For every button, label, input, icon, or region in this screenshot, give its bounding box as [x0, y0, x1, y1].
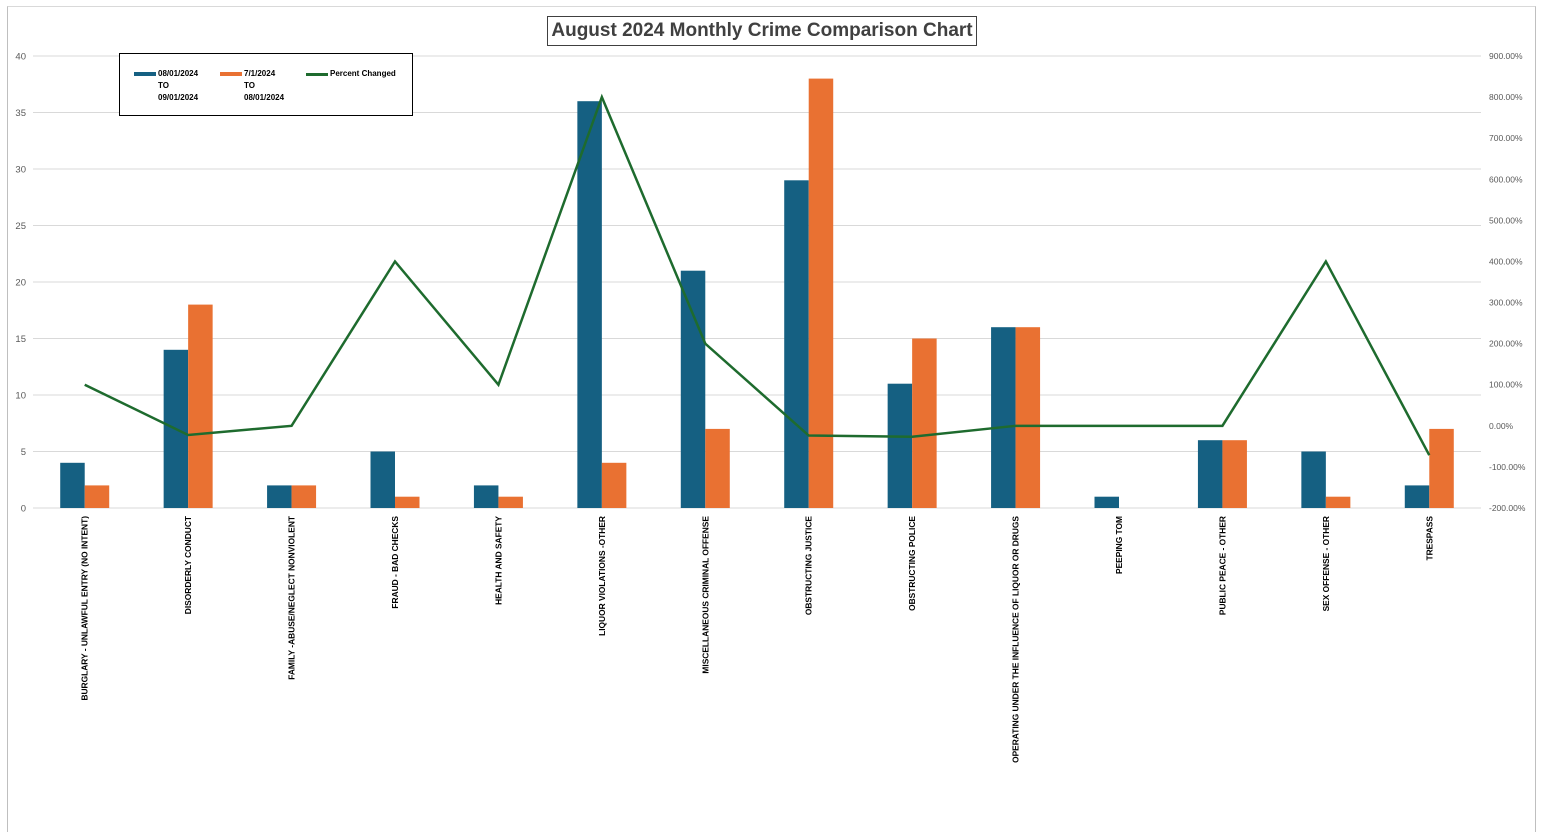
legend-label-percent: Percent Changed [330, 69, 396, 78]
category-label: PEEPING TOM [1114, 516, 1124, 574]
category-label: MISCELLANEOUS CRIMINAL OFFENSE [700, 516, 710, 674]
right-tick-label: -200.00% [1489, 503, 1526, 513]
bar-current [473, 485, 499, 508]
bar-current [1094, 496, 1119, 508]
category-label: FRAUD - BAD CHECKS [390, 516, 400, 609]
category-label: BURGLARY - UNLAWFUL ENTRY (NO INTENT) [80, 516, 90, 701]
bar-previous [395, 496, 420, 508]
legend-swatch-current [134, 72, 156, 76]
category-label: OBSTRUCTING POLICE [907, 516, 917, 611]
left-axis-ticks: 0 5 10 15 20 25 30 35 40 [15, 52, 26, 515]
left-tick-label: 0 [21, 504, 26, 515]
left-tick-label: 35 [15, 108, 26, 119]
chart-title: August 2024 Monthly Crime Comparison Cha… [551, 20, 973, 41]
right-tick-label: 300.00% [1489, 298, 1523, 308]
legend-swatch-percent [306, 73, 328, 76]
bar-current [60, 462, 85, 508]
right-tick-label: 200.00% [1489, 339, 1523, 349]
right-tick-label: 700.00% [1489, 133, 1523, 143]
bar-previous [601, 462, 627, 508]
category-label: OBSTRUCTING JUSTICE [804, 516, 814, 616]
bar-previous [291, 485, 317, 508]
bar-previous [1325, 496, 1351, 508]
category-label: PUBLIC PEACE - OTHER [1217, 516, 1227, 615]
category-label: SEX OFFENSE - OTHER [1321, 516, 1331, 611]
percent-changed-series-line [84, 93, 1431, 456]
bar-current [370, 451, 395, 508]
left-tick-label: 40 [15, 52, 26, 63]
right-tick-label: 900.00% [1489, 51, 1523, 61]
bars [60, 78, 1454, 509]
bar-previous [498, 496, 523, 508]
category-labels: BURGLARY - UNLAWFUL ENTRY (NO INTENT) DIS… [80, 515, 1435, 763]
bar-current [1301, 451, 1326, 508]
left-tick-label: 20 [15, 278, 26, 289]
bar-previous [705, 428, 730, 508]
legend-item-current: 08/01/2024 TO 09/01/2024 [134, 68, 198, 104]
legend-swatch-previous [220, 72, 242, 76]
bar-previous [808, 78, 834, 508]
left-tick-label: 5 [21, 447, 26, 458]
gridlines [33, 55, 1481, 509]
right-tick-label: 500.00% [1489, 215, 1523, 225]
right-axis-ticks: -200.00% -100.00% 0.00% 100.00% 200.00% 300.0… [1489, 51, 1526, 513]
chart-frame [7, 6, 1536, 832]
category-label: TRESPASS [1424, 516, 1434, 561]
bar-current [784, 180, 809, 509]
legend-item-previous: 7/1/2024 TO 08/01/2024 [220, 68, 284, 104]
bar-previous [1429, 428, 1454, 508]
bar-previous [912, 338, 937, 508]
right-tick-label: 800.00% [1489, 92, 1523, 102]
left-tick-label: 15 [15, 334, 26, 345]
chart-title-box: August 2024 Monthly Crime Comparison Cha… [547, 16, 977, 46]
left-tick-label: 25 [15, 221, 26, 232]
right-tick-label: 0.00% [1489, 421, 1514, 431]
right-tick-label: 400.00% [1489, 256, 1523, 266]
legend: 08/01/2024 TO 09/01/2024 7/1/2024 TO 08/… [119, 53, 413, 116]
bar-previous [1015, 327, 1041, 508]
bar-current [1404, 485, 1430, 508]
left-tick-label: 30 [15, 165, 26, 176]
category-label: DISORDERLY CONDUCT [183, 515, 193, 614]
category-label: HEALTH AND SAFETY [493, 516, 503, 605]
bar-current [577, 101, 602, 508]
right-tick-label: -100.00% [1489, 462, 1526, 472]
right-tick-label: 600.00% [1489, 174, 1523, 184]
legend-item-percent: Percent Changed [306, 68, 396, 80]
category-label: LIQUOR VIOLATIONS -OTHER [597, 516, 607, 636]
bar-previous [1222, 440, 1247, 508]
right-tick-label: 100.00% [1489, 380, 1523, 390]
bar-previous [84, 485, 110, 508]
bar-current [267, 485, 292, 508]
category-label: FAMILY -ABUSE/NEGLECT NONVIOLENT [287, 515, 297, 680]
category-label: OPERATING UNDER THE INFLUENCE OF LIQUOR … [1011, 516, 1021, 763]
bar-previous [188, 304, 213, 508]
bar-current [680, 270, 706, 508]
percent-changed-line [84, 93, 1431, 456]
left-tick-label: 10 [15, 391, 26, 402]
bar-current [1197, 440, 1223, 508]
bar-current [991, 327, 1016, 508]
legend-label-previous: 7/1/2024 TO 08/01/2024 [244, 69, 285, 102]
legend-label-current: 08/01/2024 TO 09/01/2024 [158, 69, 199, 102]
bar-current [887, 383, 913, 508]
